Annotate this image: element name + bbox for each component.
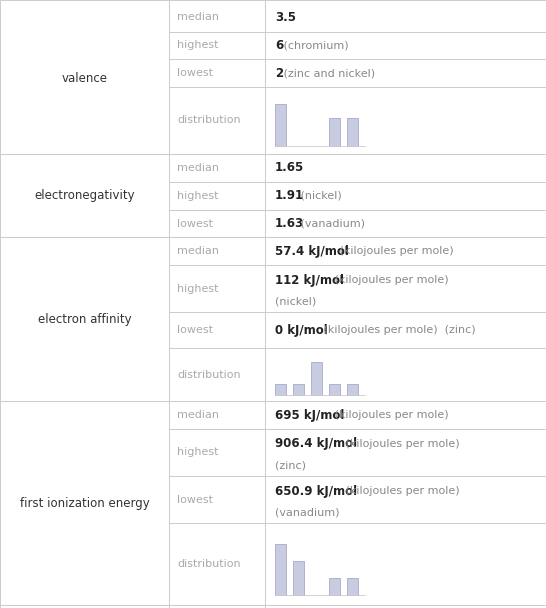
Text: 0 kJ/mol: 0 kJ/mol <box>275 323 328 337</box>
Bar <box>293 384 304 395</box>
Text: (kilojoules per mole): (kilojoules per mole) <box>342 486 460 496</box>
Text: 6: 6 <box>275 39 283 52</box>
Text: (zinc and nickel): (zinc and nickel) <box>281 68 376 78</box>
Bar <box>347 578 358 595</box>
Text: (kilojoules per mole): (kilojoules per mole) <box>336 246 454 257</box>
Text: distribution: distribution <box>177 559 241 569</box>
Bar <box>275 104 286 145</box>
Text: (vanadium): (vanadium) <box>275 508 339 518</box>
Text: 112 kJ/mol: 112 kJ/mol <box>275 274 344 286</box>
Text: highest: highest <box>177 41 219 50</box>
Text: electron affinity: electron affinity <box>38 313 132 326</box>
Bar <box>275 384 286 395</box>
Bar <box>347 384 358 395</box>
Text: (vanadium): (vanadium) <box>297 219 365 229</box>
Text: 1.91: 1.91 <box>275 190 304 202</box>
Text: median: median <box>177 12 219 22</box>
Text: highest: highest <box>177 447 219 457</box>
Text: (kilojoules per mole): (kilojoules per mole) <box>342 439 460 449</box>
Text: 2: 2 <box>275 67 283 80</box>
Text: (nickel): (nickel) <box>275 297 316 307</box>
Text: 650.9 kJ/mol: 650.9 kJ/mol <box>275 485 357 497</box>
Text: distribution: distribution <box>177 116 241 125</box>
Bar <box>329 118 340 145</box>
Bar <box>347 118 358 145</box>
Text: lowest: lowest <box>177 68 213 78</box>
Bar <box>275 544 286 595</box>
Text: median: median <box>177 163 219 173</box>
Bar <box>311 362 322 395</box>
Text: (chromium): (chromium) <box>281 41 349 50</box>
Text: first ionization energy: first ionization energy <box>20 497 150 510</box>
Text: 57.4 kJ/mol: 57.4 kJ/mol <box>275 245 349 258</box>
Text: (nickel): (nickel) <box>297 191 342 201</box>
Text: median: median <box>177 410 219 420</box>
Bar <box>329 384 340 395</box>
Text: 1.63: 1.63 <box>275 217 304 230</box>
Bar <box>293 561 304 595</box>
Text: 1.65: 1.65 <box>275 161 304 174</box>
Text: 3.5: 3.5 <box>275 11 296 24</box>
Text: (kilojoules per mole)  (zinc): (kilojoules per mole) (zinc) <box>319 325 475 335</box>
Text: (zinc): (zinc) <box>275 461 306 471</box>
Text: median: median <box>177 246 219 257</box>
Text: distribution: distribution <box>177 370 241 379</box>
Text: (kilojoules per mole): (kilojoules per mole) <box>331 410 448 420</box>
Text: electronegativity: electronegativity <box>34 189 135 202</box>
Text: valence: valence <box>62 72 108 85</box>
Text: lowest: lowest <box>177 325 213 335</box>
Bar <box>329 578 340 595</box>
Text: highest: highest <box>177 284 219 294</box>
Text: 906.4 kJ/mol: 906.4 kJ/mol <box>275 438 357 451</box>
Text: 695 kJ/mol: 695 kJ/mol <box>275 409 344 421</box>
Text: lowest: lowest <box>177 219 213 229</box>
Text: highest: highest <box>177 191 219 201</box>
Text: (kilojoules per mole): (kilojoules per mole) <box>331 275 448 285</box>
Text: lowest: lowest <box>177 494 213 505</box>
